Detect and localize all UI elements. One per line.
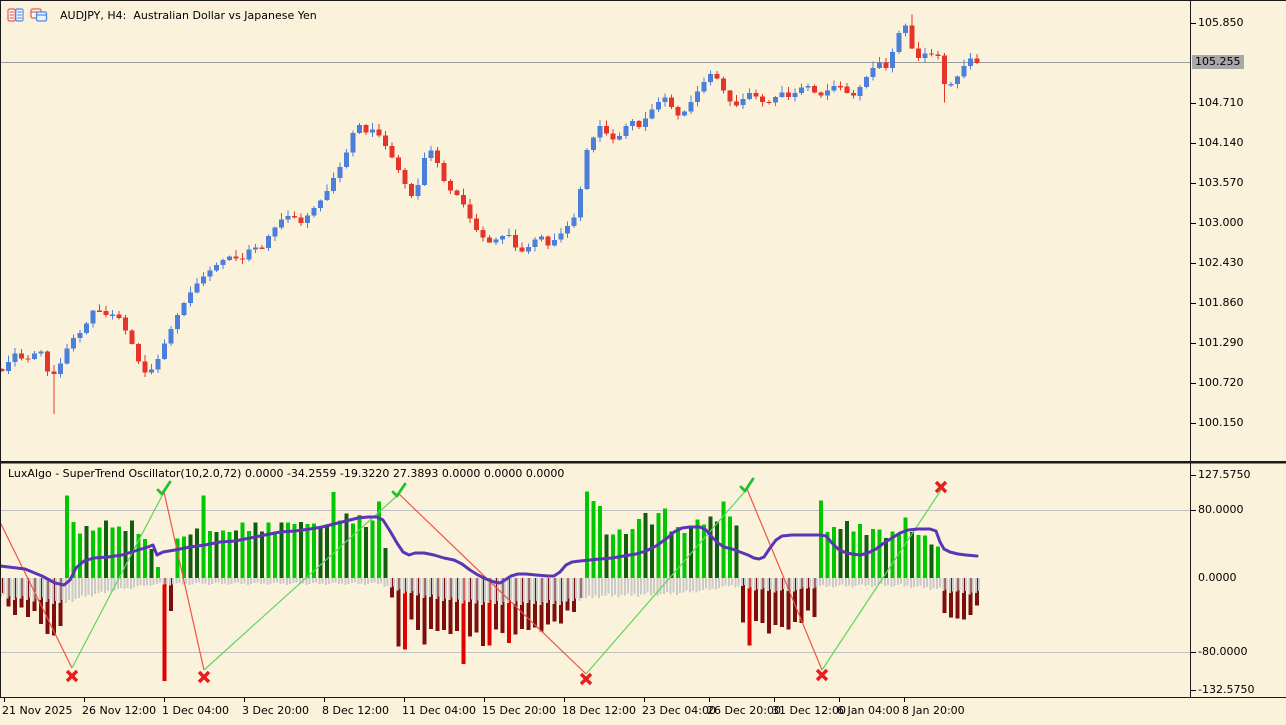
price-axis-label: 100.720	[1198, 376, 1244, 389]
chart-title: AUDJPY, H4: Australian Dollar vs Japanes…	[60, 8, 317, 22]
time-axis-label: 21 Nov 2025	[2, 704, 73, 717]
time-axis-label: 8 Dec 12:00	[322, 704, 389, 717]
indicator-axis-label: 127.5750	[1198, 468, 1251, 481]
quotes-icon	[7, 8, 24, 22]
time-axis-label: 26 Nov 12:00	[82, 704, 157, 717]
current-price-label: 105.255	[1192, 55, 1244, 69]
indicator-title: LuxAlgo - SuperTrend Oscillator(10,2.0,7…	[8, 467, 565, 480]
time-axis-label: 6 Jan 04:00	[837, 704, 900, 717]
price-axis-label: 101.860	[1198, 296, 1244, 309]
subwindow-icon	[30, 8, 48, 22]
indicator-axis-label: 80.0000	[1198, 503, 1244, 516]
time-axis-label: 26 Dec 20:00	[707, 704, 781, 717]
price-axis-label: 103.570	[1198, 176, 1244, 189]
chart-header: AUDJPY, H4: Australian Dollar vs Japanes…	[7, 8, 317, 22]
time-axis-label: 23 Dec 04:00	[642, 704, 716, 717]
time-axis-label: 31 Dec 12:00	[772, 704, 846, 717]
price-axis-label: 105.850	[1198, 16, 1244, 29]
time-axis-label: 3 Dec 20:00	[242, 704, 309, 717]
time-axis-label: 8 Jan 20:00	[902, 704, 965, 717]
time-axis-label: 1 Dec 04:00	[162, 704, 229, 717]
price-axis-label: 104.140	[1198, 136, 1244, 149]
indicator-axis-label: 0.0000	[1198, 571, 1237, 584]
time-axis-label: 11 Dec 04:00	[402, 704, 476, 717]
price-axis-label: 102.430	[1198, 256, 1244, 269]
price-axis-label: 101.290	[1198, 336, 1244, 349]
indicator-axis-label: -132.5750	[1198, 683, 1255, 696]
price-axis-label: 103.000	[1198, 216, 1244, 229]
indicator-axis-label: -80.0000	[1198, 645, 1248, 658]
price-axis-label: 104.710	[1198, 96, 1244, 109]
time-axis-label: 15 Dec 20:00	[482, 704, 556, 717]
price-axis-label: 100.150	[1198, 416, 1244, 429]
time-axis-label: 18 Dec 12:00	[562, 704, 636, 717]
